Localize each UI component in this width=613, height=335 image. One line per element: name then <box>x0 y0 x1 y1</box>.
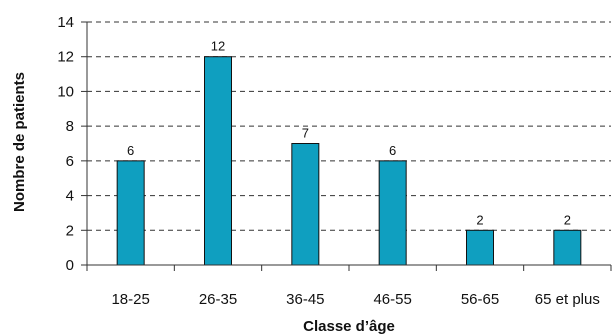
bars <box>116 56 582 266</box>
data-label: 12 <box>211 39 225 54</box>
y-axis-title: Nombre de patients <box>11 72 28 212</box>
bar-65 et plus <box>553 229 582 266</box>
x-tick-label: 18-25 <box>111 291 149 308</box>
bar-36-45 <box>291 143 320 266</box>
data-labels: 6 12 7 6 2 2 <box>127 39 571 228</box>
data-label: 2 <box>476 212 483 227</box>
y-tick-label: 12 <box>57 49 74 66</box>
x-tick-label: 26-35 <box>199 291 237 308</box>
x-axis-title: Classe d’âge <box>303 318 395 335</box>
bar-18-25 <box>116 160 145 266</box>
bar-26-35 <box>204 56 232 266</box>
y-tick-label: 4 <box>66 188 74 205</box>
y-tick-label: 6 <box>66 153 74 170</box>
y-tick-label: 8 <box>66 118 74 135</box>
y-tick-label: 14 <box>57 14 74 31</box>
data-label: 7 <box>302 126 309 141</box>
x-tick-label: 65 et plus <box>535 291 600 308</box>
x-tick-label: 36-45 <box>286 291 324 308</box>
tick-labels: 0 2 4 6 8 10 12 14 18-25 26-35 36-45 46-55 56-65 65 e… <box>57 14 600 308</box>
y-tick-label: 10 <box>57 83 74 100</box>
axes <box>81 21 612 271</box>
bar-56-65 <box>466 229 494 266</box>
bar-46-55 <box>378 160 407 266</box>
y-tick-label: 2 <box>66 222 74 239</box>
x-tick-label: 56-65 <box>461 291 499 308</box>
gridlines <box>87 21 611 231</box>
data-label: 6 <box>389 143 396 158</box>
x-tick-label: 46-55 <box>373 291 411 308</box>
data-label: 2 <box>564 212 571 227</box>
y-tick-label: 0 <box>66 257 74 274</box>
data-label: 6 <box>127 143 134 158</box>
